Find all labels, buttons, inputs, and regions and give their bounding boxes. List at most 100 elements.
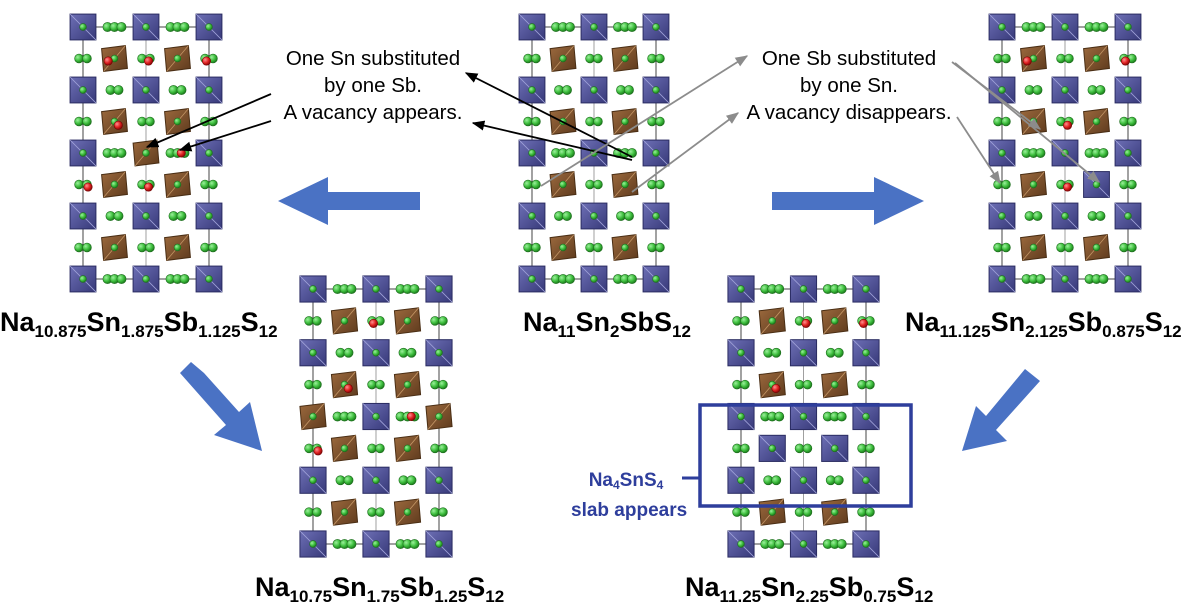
- na-atom: [208, 179, 218, 190]
- na-atom: [652, 23, 660, 31]
- crystal-right-top: [988, 13, 1142, 293]
- na-atom: [113, 211, 124, 221]
- na-atom: [1124, 212, 1132, 220]
- na-atom: [205, 149, 213, 157]
- na-atom: [768, 317, 776, 325]
- na-atom: [737, 540, 745, 548]
- na-atom: [998, 275, 1006, 283]
- pointer-sb-center-1: [540, 55, 749, 187]
- na-atom: [142, 149, 150, 157]
- na-atom: [774, 539, 785, 549]
- note-right-line-3: A vacancy disappears.: [746, 101, 952, 124]
- na-atom: [531, 242, 541, 253]
- na-atom: [627, 274, 637, 284]
- na-atom: [309, 285, 317, 293]
- na-atom: [523, 179, 533, 190]
- note-left-line-3: A vacancy appears.: [283, 101, 463, 124]
- na-atom: [372, 540, 380, 548]
- na-atom: [1032, 85, 1043, 95]
- na-atom: [857, 507, 867, 517]
- na-atom: [624, 85, 634, 95]
- na-atom: [367, 443, 377, 454]
- na-atom: [205, 86, 213, 94]
- na-atom: [375, 443, 385, 454]
- note-right-line-2: by one Sn.: [799, 74, 898, 97]
- na-atom: [435, 349, 443, 357]
- na-atom: [82, 116, 92, 127]
- na-atom: [732, 443, 742, 454]
- na-atom: [647, 179, 657, 190]
- na-atom: [1035, 274, 1046, 284]
- na-atom: [82, 53, 92, 64]
- na-atom: [652, 149, 660, 157]
- na-atom: [528, 149, 536, 157]
- pointer-sb-center-2: [631, 112, 740, 193]
- na-atom: [998, 149, 1006, 157]
- na-atom: [1029, 180, 1038, 189]
- na-atom: [585, 116, 595, 127]
- na-atom: [998, 23, 1006, 31]
- na-atom: [1064, 242, 1074, 253]
- na-atom: [435, 540, 443, 548]
- na-atom: [74, 179, 84, 190]
- na-atom: [528, 23, 536, 31]
- na-atom: [116, 22, 127, 32]
- na-atom: [173, 180, 182, 189]
- na-atom: [1095, 85, 1106, 95]
- na-atom: [862, 285, 870, 293]
- na-atom: [435, 412, 443, 421]
- na-atom: [771, 475, 782, 486]
- na-atom: [523, 242, 533, 253]
- na-atom: [79, 86, 87, 94]
- na-atom: [585, 242, 595, 253]
- slab-label: Na4SnS4 slab appears: [571, 468, 687, 523]
- na-atom: [430, 507, 440, 517]
- na-atom: [737, 349, 745, 357]
- na-atom: [110, 243, 119, 252]
- na-atom: [1032, 211, 1043, 221]
- na-atom: [831, 508, 839, 516]
- na-atom: [799, 285, 808, 293]
- na-atom: [624, 211, 634, 221]
- na-atom: [862, 412, 870, 421]
- na-atom: [862, 540, 870, 548]
- na-atom: [593, 179, 603, 190]
- na-atom: [655, 242, 665, 253]
- na-atom: [430, 443, 440, 454]
- na-atom: [836, 411, 847, 422]
- na-atom: [794, 507, 805, 517]
- na-atom: [774, 411, 785, 422]
- na-atom: [343, 347, 354, 358]
- na-atom: [1092, 243, 1101, 252]
- na-atom: [173, 117, 182, 126]
- na-atom: [137, 116, 147, 127]
- na-atom: [993, 116, 1003, 127]
- na-atom: [802, 443, 813, 454]
- vacancy-marker: [201, 56, 211, 66]
- na-atom: [173, 54, 182, 63]
- na-atom: [562, 85, 572, 95]
- na-atom: [142, 86, 150, 94]
- na-atom: [1119, 242, 1129, 253]
- na-atom: [993, 53, 1003, 64]
- na-atom: [740, 443, 750, 454]
- na-atom: [375, 379, 385, 390]
- na-atom: [523, 116, 533, 127]
- na-atom: [1098, 22, 1109, 32]
- na-atom: [312, 507, 322, 517]
- na-atom: [831, 444, 839, 453]
- na-atom: [406, 475, 417, 486]
- na-atom: [655, 53, 665, 64]
- na-atom: [430, 379, 440, 390]
- na-atom: [593, 116, 603, 127]
- formula-left-top: Na10.875Sn1.875Sb1.125S12: [0, 307, 278, 341]
- na-atom: [79, 149, 87, 157]
- na-atom: [74, 242, 84, 253]
- na-atom: [1035, 22, 1046, 32]
- na-atom: [1061, 23, 1069, 31]
- na-atom: [799, 540, 808, 548]
- na-atom: [531, 179, 541, 190]
- vacancy-marker: [771, 383, 781, 393]
- na-atom: [142, 212, 150, 220]
- na-atom: [833, 475, 844, 486]
